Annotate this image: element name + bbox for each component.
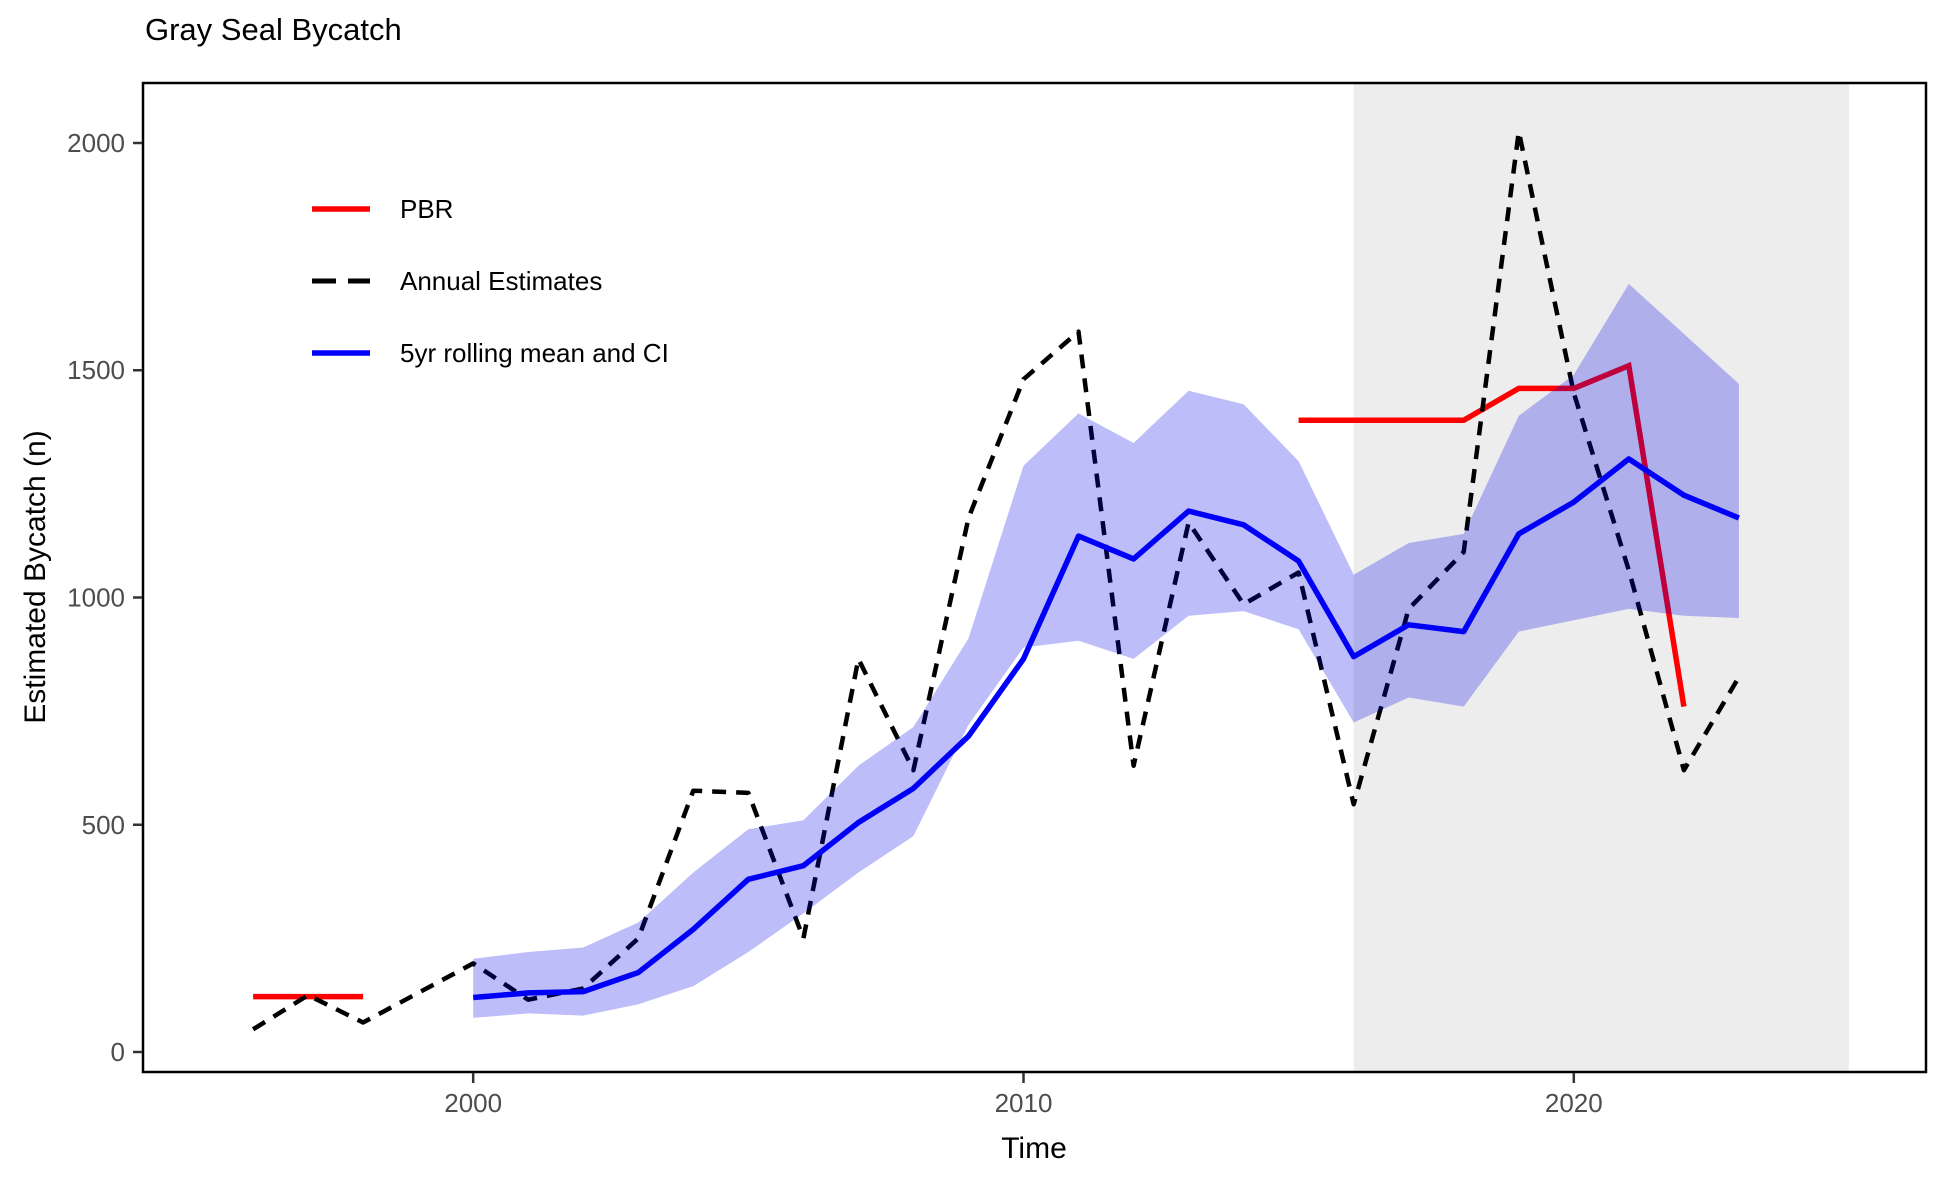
legend-item-rolling-mean: 5yr rolling mean and CI — [312, 337, 669, 369]
legend-item-pbr: PBR — [312, 193, 669, 225]
x-axis-tick-label: 2020 — [1545, 1088, 1603, 1118]
y-axis-tick-label: 500 — [82, 810, 125, 840]
legend: PBR Annual Estimates 5yr rolling mean an… — [312, 193, 669, 409]
x-axis-tick-label: 2000 — [444, 1088, 502, 1118]
mean-line-swatch-icon — [312, 350, 370, 356]
y-axis-title: Estimated Bycatch (n) — [19, 430, 52, 724]
legend-label-pbr: PBR — [400, 193, 454, 224]
rolling-mean-line — [472, 456, 1740, 1001]
ci-ribbon — [473, 283, 1739, 1018]
legend-label-annual-estimates: Annual Estimates — [400, 265, 603, 296]
x-axis-tick-label: 2010 — [995, 1088, 1053, 1118]
y-axis-tick-label: 0 — [111, 1037, 125, 1067]
pbr-line-late — [1298, 361, 1687, 708]
dashed-line-swatch-icon — [312, 278, 370, 284]
x-axis-title: Time — [1001, 1132, 1067, 1165]
y-axis-tick-label: 1000 — [67, 582, 125, 612]
pbr-line-swatch-icon — [312, 206, 370, 212]
y-axis-tick-label: 2000 — [67, 128, 125, 158]
chart-title: Gray Seal Bycatch — [145, 12, 402, 47]
panel-border — [141, 81, 1928, 1074]
y-axis-tick-label: 1500 — [67, 355, 125, 385]
legend-item-annual-estimates: Annual Estimates — [312, 265, 669, 297]
legend-label-rolling-mean: 5yr rolling mean and CI — [400, 337, 669, 368]
